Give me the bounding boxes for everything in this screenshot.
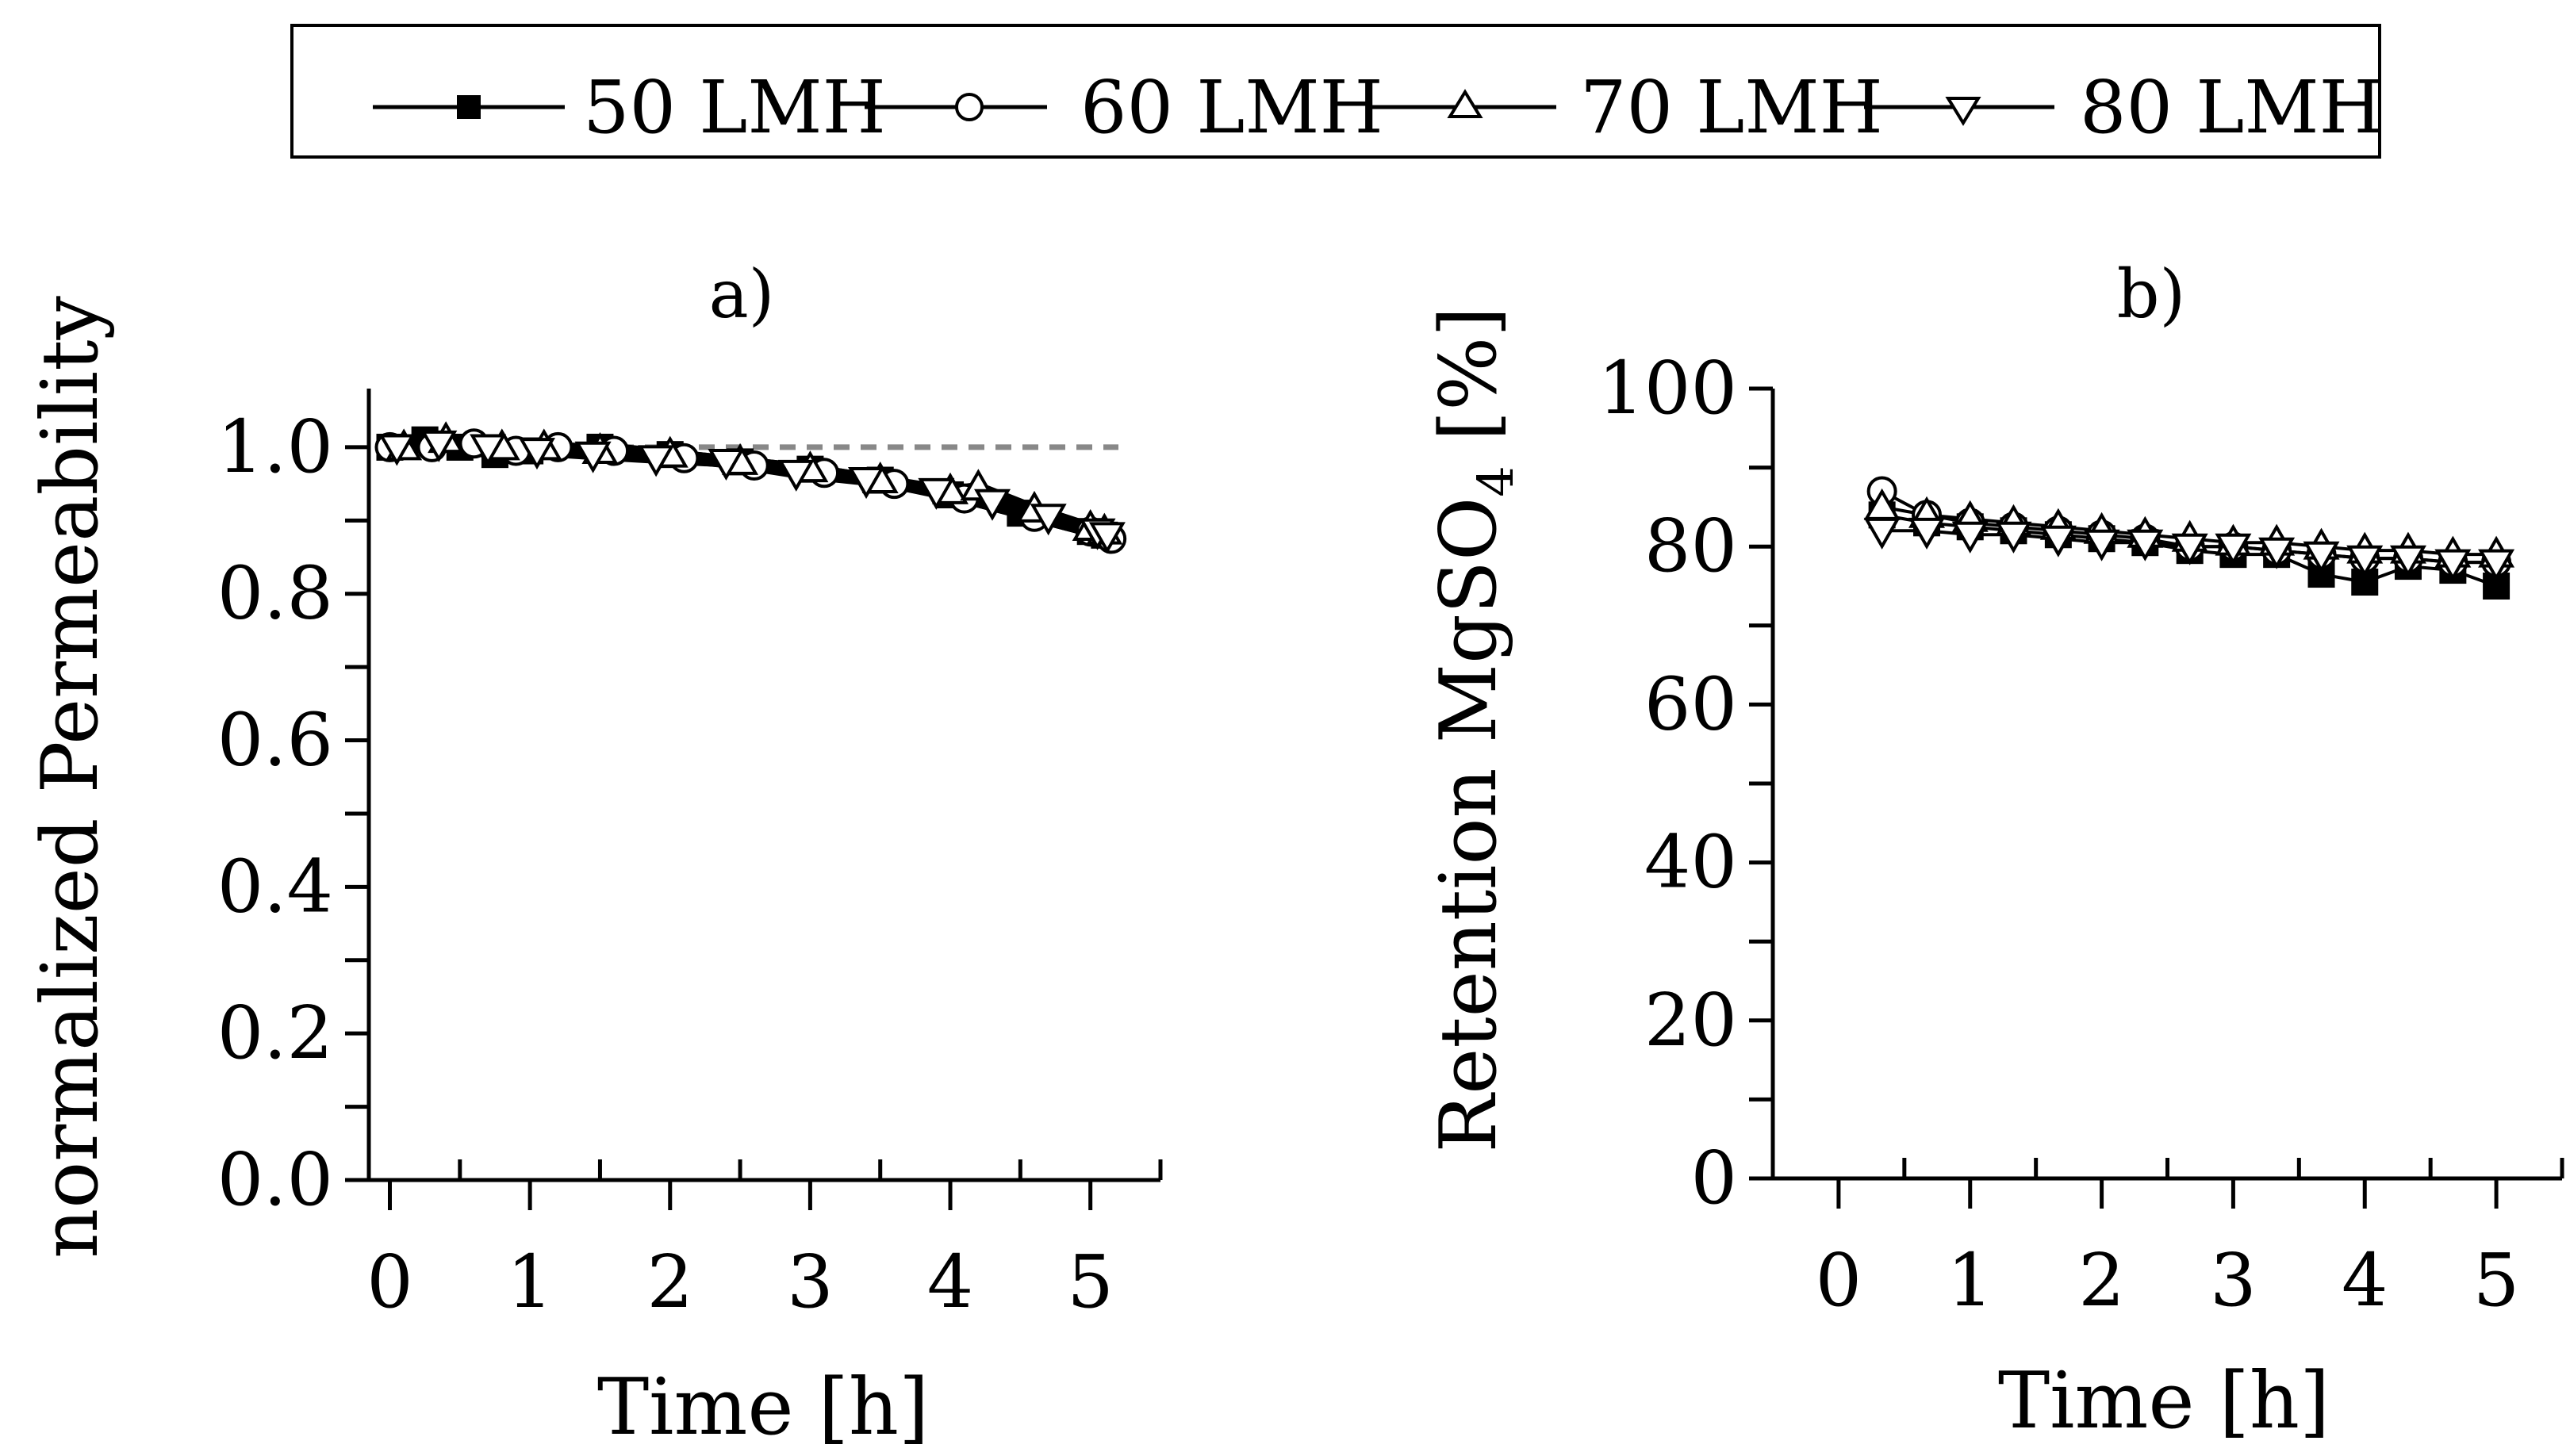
b-data-point-80 (2346, 545, 2384, 577)
a-x-tick-label: 0 (366, 1240, 413, 1324)
a-y-tick-label: 0.0 (217, 1137, 333, 1222)
a-data-point-80 (420, 430, 458, 462)
b-y-tick-label: 20 (1644, 978, 1737, 1063)
panel-b: b) Retention MgSO4 [%] Time [h] 02040608… (1424, 255, 2564, 1446)
b-data-point-80 (2258, 537, 2296, 569)
panel-b-plot (1863, 476, 2515, 600)
filled-square-icon (457, 95, 481, 119)
b-data-point-80 (2127, 529, 2164, 561)
a-data-point-80 (470, 434, 507, 466)
b-y-tick-label: 100 (1598, 346, 1737, 431)
b-data-point-80 (2171, 533, 2208, 565)
panel-b-y-axis-title-sub: 4 (1467, 466, 1525, 496)
a-x-tick-label: 3 (787, 1240, 834, 1324)
a-y-tick-label: 0.6 (217, 698, 333, 783)
a-x-tick-label: 4 (927, 1240, 974, 1324)
b-data-point-80 (2434, 549, 2472, 581)
legend-label-50: 50 LMH (583, 65, 886, 150)
b-x-tick-label: 3 (2210, 1238, 2257, 1323)
panel-b-y-axis-title: Retention MgSO4 [%] (1424, 306, 1525, 1152)
panel-a-x-axis-title: Time [h] (597, 1362, 929, 1453)
b-data-point-80 (1995, 521, 2032, 554)
a-data-point-80 (848, 467, 885, 500)
b-y-tick-label: 0 (1690, 1136, 1737, 1220)
b-y-tick-label: 40 (1644, 820, 1737, 905)
b-data-point-80 (2039, 525, 2077, 557)
a-data-point-80 (638, 445, 675, 477)
a-y-tick-label: 0.4 (217, 844, 333, 929)
b-data-point-80 (2478, 549, 2515, 581)
a-y-tick-label: 0.8 (217, 551, 333, 636)
b-x-tick-label: 5 (2473, 1238, 2520, 1323)
b-x-tick-label: 0 (1816, 1238, 1862, 1323)
a-data-point-80 (777, 459, 815, 492)
a-data-point-80 (574, 441, 612, 473)
b-x-tick-label: 4 (2342, 1238, 2388, 1323)
b-data-point-80 (2303, 541, 2340, 573)
open-triangle-down-icon (1945, 97, 1981, 126)
a-x-tick-label: 2 (646, 1240, 693, 1324)
panel-b-x-axis-title: Time [h] (1998, 1356, 2330, 1446)
panel-a-plot (374, 421, 1127, 554)
open-triangle-up-icon (1447, 89, 1483, 118)
panel-a-y-axis-title: normalized Permeability (25, 295, 116, 1258)
b-y-tick-label: 80 (1644, 504, 1737, 588)
a-data-point-80 (518, 438, 555, 470)
b-x-tick-label: 2 (2078, 1238, 2125, 1323)
panel-a-title: a) (709, 255, 775, 333)
panel-b-title: b) (2117, 255, 2186, 333)
a-data-point-80 (974, 489, 1011, 521)
legend-label-80: 80 LMH (2080, 65, 2383, 150)
b-y-tick-label: 60 (1644, 661, 1737, 746)
a-y-tick-label: 0.2 (217, 990, 333, 1075)
b-x-tick-label: 1 (1947, 1238, 1993, 1323)
panel-a-ticks: 0.0 0.2 0.4 0.6 0.8 1.0 0 1 2 3 4 5 (217, 404, 1163, 1324)
a-data-point-80 (378, 434, 416, 466)
a-x-tick-label: 1 (507, 1240, 554, 1324)
a-data-point-80 (1088, 522, 1126, 554)
a-y-tick-label: 1.0 (217, 404, 333, 489)
open-circle-icon (955, 93, 984, 121)
a-data-point-80 (708, 448, 745, 481)
b-data-point-80 (2083, 529, 2120, 561)
b-data-point-80 (2389, 545, 2426, 577)
a-x-tick-label: 5 (1067, 1240, 1114, 1324)
b-data-point-80 (1951, 521, 1989, 554)
a-data-point-80 (1030, 504, 1067, 536)
b-data-point-80 (1908, 517, 1946, 550)
a-data-point-80 (918, 477, 955, 510)
panel-b-y-axis-title-main: Retention MgSO (1424, 497, 1514, 1153)
b-data-point-80 (2215, 533, 2252, 565)
panel-a: a) normalized Permeability Time [h] 0.00… (25, 255, 1163, 1453)
legend-frame (290, 24, 2381, 159)
b-data-point-80 (1863, 517, 1901, 550)
legend-label-70: 70 LMH (1580, 65, 1883, 150)
legend: 50 LMH 60 LMH 70 LMH 80 LMH (290, 24, 2383, 159)
panel-b-y-axis-title-suffix: [%] (1424, 306, 1514, 466)
legend-label-60: 60 LMH (1080, 65, 1383, 150)
